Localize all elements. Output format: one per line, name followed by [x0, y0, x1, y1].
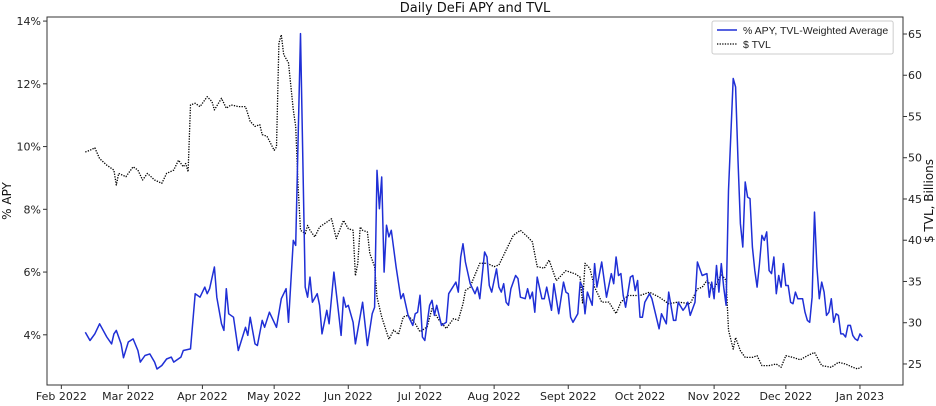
- series-layer: [84, 32, 863, 370]
- legend-label-tvl: $ TVL: [743, 39, 771, 51]
- x-tick-label: Mar 2022: [102, 390, 154, 403]
- y-axis-left-title: % APY: [0, 181, 14, 219]
- y-tick-label-left: 10%: [17, 141, 41, 154]
- x-tick-label: Apr 2022: [177, 390, 228, 403]
- x-tick-label: Oct 2022: [615, 390, 666, 403]
- x-tick-label: Sept 2022: [540, 390, 597, 403]
- y-tick-label-left: 14%: [17, 15, 41, 28]
- legend: % APY, TVL-Weighted Average $ TVL: [711, 20, 894, 55]
- chart-title: Daily DeFi APY and TVL: [400, 1, 551, 16]
- x-tick-label: Dec 2022: [759, 390, 812, 403]
- y-tick-label-right: 30: [908, 317, 922, 330]
- x-tick-label: Nov 2022: [688, 390, 741, 403]
- y-tick-label-right: 65: [908, 28, 922, 41]
- legend-box: [711, 20, 894, 55]
- x-tick-label: Aug 2022: [468, 390, 521, 403]
- x-tick-label: Jul 2022: [397, 390, 443, 403]
- x-tick-label: May 2022: [247, 390, 301, 403]
- y-tick-label-right: 60: [908, 69, 922, 82]
- ticks-layer: Feb 2022 Mar 2022 Apr 2022 May 2022 Jun 2022…: [17, 15, 922, 403]
- series-line-tvl: [85, 34, 863, 370]
- y-tick-label-right: 55: [908, 110, 922, 123]
- plot-frame: [46, 16, 904, 386]
- y-tick-label-right: 40: [908, 234, 922, 247]
- y-tick-label-left: 12%: [17, 78, 41, 91]
- y-tick-label-right: 50: [908, 152, 922, 165]
- y-tick-label-left: 4%: [24, 329, 41, 342]
- y-tick-label-right: 45: [908, 193, 922, 206]
- legend-label-apy: % APY, TVL-Weighted Average: [743, 25, 888, 37]
- series-line-apy: [84, 32, 863, 370]
- x-tick-label: Feb 2022: [36, 390, 87, 403]
- y-tick-label-right: 25: [908, 358, 922, 371]
- x-tick-label: Jan 2023: [835, 390, 884, 403]
- y-tick-label-left: 8%: [24, 203, 41, 216]
- y-tick-label-left: 6%: [24, 266, 41, 279]
- y-axis-right-title: $ TVL, Billions: [922, 159, 936, 243]
- y-tick-label-right: 35: [908, 275, 922, 288]
- x-tick-label: Jun 2022: [323, 390, 373, 403]
